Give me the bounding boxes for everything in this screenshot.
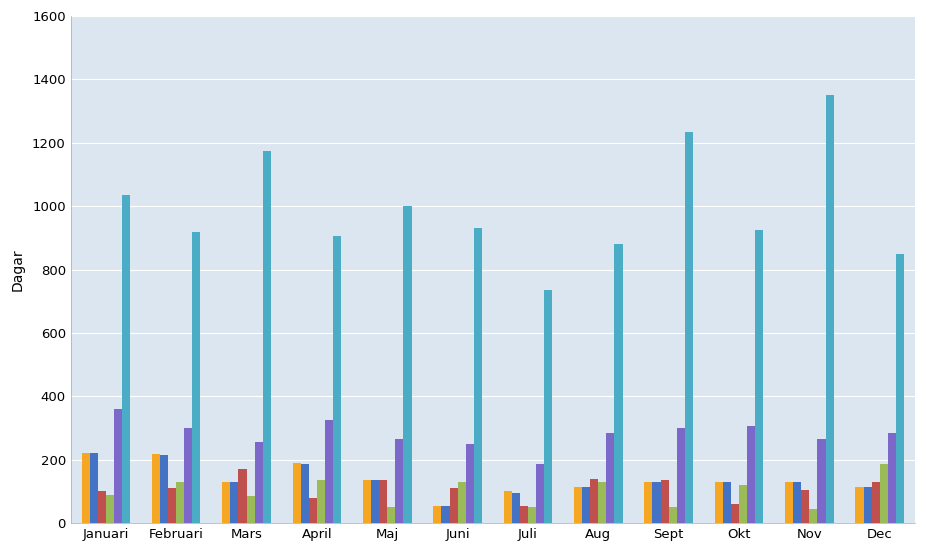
Bar <box>395 439 404 523</box>
Bar <box>504 491 512 523</box>
Bar <box>222 482 231 523</box>
Bar <box>653 482 660 523</box>
Bar <box>888 433 895 523</box>
Bar <box>371 480 379 523</box>
Y-axis label: Dagar: Dagar <box>11 248 25 291</box>
Bar <box>685 132 693 523</box>
Bar <box>895 254 904 523</box>
Bar <box>169 488 176 523</box>
Bar <box>308 498 317 523</box>
Bar <box>574 487 582 523</box>
Bar <box>333 236 341 523</box>
Bar <box>449 488 457 523</box>
Bar <box>723 482 731 523</box>
Bar <box>864 487 871 523</box>
Bar <box>246 496 255 523</box>
Bar <box>871 482 880 523</box>
Bar <box>404 206 411 523</box>
Bar <box>293 463 301 523</box>
Bar <box>193 231 200 523</box>
Bar <box>152 454 160 523</box>
Bar <box>739 485 747 523</box>
Bar <box>512 493 519 523</box>
Bar <box>90 453 98 523</box>
Bar <box>239 469 246 523</box>
Bar <box>715 482 723 523</box>
Bar <box>457 482 466 523</box>
Bar <box>325 420 333 523</box>
Bar <box>669 507 677 523</box>
Bar <box>818 439 826 523</box>
Bar <box>184 428 193 523</box>
Bar <box>660 480 669 523</box>
Bar <box>756 230 763 523</box>
Bar <box>677 428 685 523</box>
Bar <box>785 482 794 523</box>
Bar <box>231 482 239 523</box>
Bar <box>801 490 809 523</box>
Bar <box>474 229 482 523</box>
Bar <box>856 487 864 523</box>
Bar <box>379 480 387 523</box>
Bar <box>598 482 607 523</box>
Bar <box>590 479 598 523</box>
Bar <box>442 506 449 523</box>
Bar <box>644 482 653 523</box>
Bar <box>528 507 536 523</box>
Bar <box>519 506 528 523</box>
Bar <box>160 455 169 523</box>
Bar <box>98 491 106 523</box>
Bar <box>880 464 888 523</box>
Bar <box>794 482 801 523</box>
Bar <box>301 464 308 523</box>
Bar <box>363 480 371 523</box>
Bar <box>466 444 474 523</box>
Bar <box>81 453 90 523</box>
Bar <box>607 433 615 523</box>
Bar <box>536 464 544 523</box>
Bar <box>263 151 270 523</box>
Bar <box>114 409 122 523</box>
Bar <box>176 482 184 523</box>
Bar <box>731 504 739 523</box>
Bar <box>433 506 442 523</box>
Bar <box>582 487 590 523</box>
Bar <box>106 495 114 523</box>
Bar <box>387 507 395 523</box>
Bar <box>255 442 263 523</box>
Bar <box>544 290 552 523</box>
Bar <box>317 480 325 523</box>
Bar <box>122 195 131 523</box>
Bar <box>747 426 756 523</box>
Bar <box>809 509 818 523</box>
Bar <box>826 95 833 523</box>
Bar <box>615 244 622 523</box>
